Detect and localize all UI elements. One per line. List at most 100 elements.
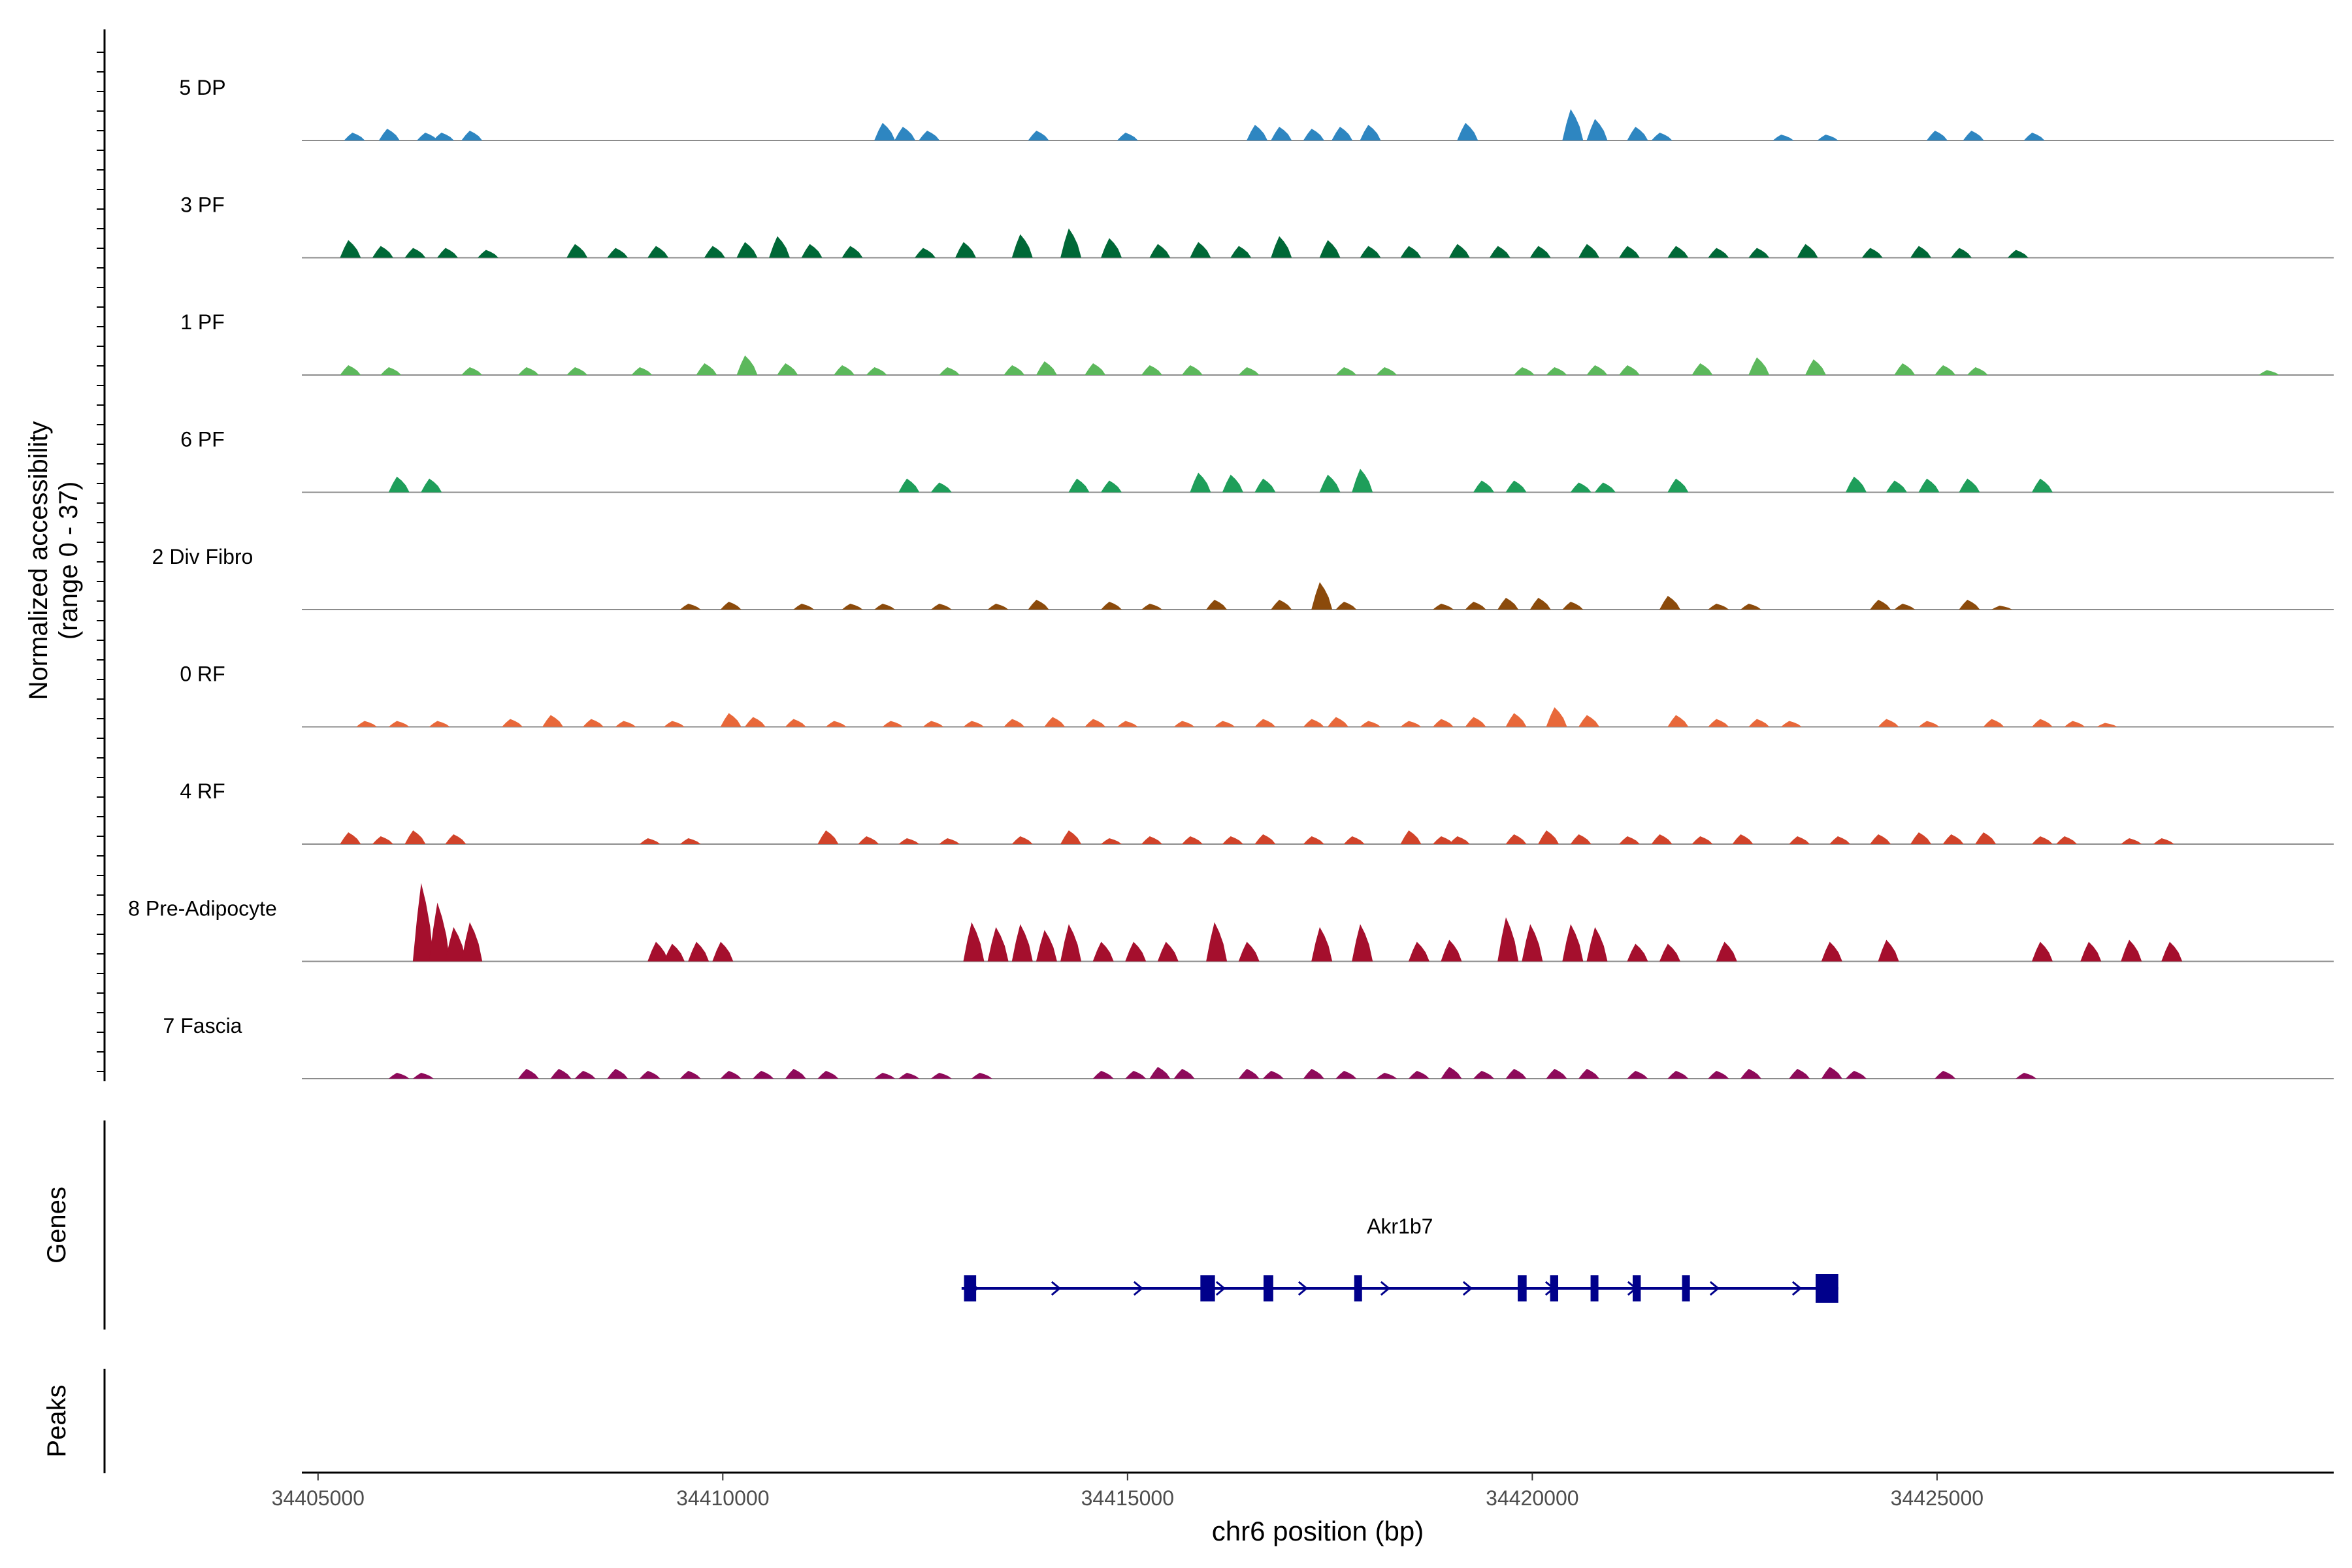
- coverage-peak: [1740, 604, 1761, 610]
- coverage-peak: [817, 1071, 839, 1079]
- track-label: 6 PF: [180, 428, 225, 451]
- track-label: 2 Div Fibro: [152, 545, 253, 568]
- coverage-peak: [1578, 244, 1600, 258]
- track-label: 0 RF: [180, 662, 225, 686]
- coverage-peak: [1748, 248, 1770, 258]
- coverage-peak: [915, 248, 936, 258]
- coverage-peak: [1311, 927, 1333, 962]
- coverage-peak: [704, 246, 725, 258]
- coverage-peak: [1691, 363, 1713, 375]
- coverage-peak: [1570, 834, 1592, 844]
- gene-exon: [1590, 1275, 1599, 1301]
- coverage-peak: [1230, 246, 1252, 258]
- coverage-peak: [404, 248, 426, 258]
- coverage-peak: [1708, 248, 1729, 258]
- coverage-peak: [1101, 480, 1122, 493]
- coverage-peak: [1433, 604, 1454, 610]
- strand-arrow: [1298, 1281, 1309, 1296]
- coverage-peak: [574, 1071, 596, 1079]
- x-tick-label: 34425000: [1891, 1486, 1984, 1510]
- coverage-peak: [2121, 838, 2142, 844]
- coverage-peak: [517, 1069, 539, 1079]
- coverage-peak: [1376, 367, 1397, 375]
- coverage-peak: [963, 721, 985, 727]
- coverage-peak: [1060, 228, 1082, 258]
- coverage-peak: [720, 1071, 742, 1079]
- y-axis-title-line1: Normalized accessibility: [24, 421, 53, 700]
- coverage-peak: [1878, 939, 1899, 962]
- coverage-peak: [817, 830, 839, 844]
- coverage-peak: [1918, 478, 1940, 493]
- coverage-peak: [607, 1069, 629, 1079]
- coverage-peak: [639, 838, 661, 844]
- coverage-peak: [1789, 1069, 1810, 1079]
- coverage-peak: [1505, 713, 1527, 727]
- coverage-peak: [1319, 240, 1341, 258]
- coverage-peak: [858, 836, 879, 844]
- coverage-peak: [874, 1073, 896, 1079]
- track-label: 7 Fascia: [163, 1014, 242, 1037]
- coverage-peak: [744, 717, 766, 727]
- coverage-peak: [421, 478, 442, 493]
- coverage-peak: [1627, 943, 1648, 962]
- coverage-peak: [388, 476, 410, 493]
- y-axis-title-line2: (range 0 - 37): [54, 482, 83, 640]
- coverage-peak: [1125, 1071, 1147, 1079]
- coverage-peak: [1667, 246, 1689, 258]
- coverage-peak: [2258, 370, 2279, 375]
- coverage-peak: [736, 242, 758, 258]
- coverage-peak: [1311, 582, 1333, 610]
- coverage-peak: [2031, 941, 2053, 962]
- coverage-peak: [2023, 133, 2045, 140]
- track-label: 1 PF: [180, 310, 225, 334]
- coverage-peak: [1926, 131, 1948, 140]
- coverage-peak: [2161, 941, 2183, 962]
- coverage-peak: [894, 127, 916, 140]
- coverage-peak: [1335, 1071, 1357, 1079]
- coverage-peak: [429, 721, 450, 727]
- coverage-peak: [882, 721, 904, 727]
- coverage-peak: [663, 943, 685, 962]
- coverage-peak: [1060, 924, 1082, 962]
- coverage-peak: [1360, 125, 1381, 140]
- coverage-peak: [1331, 127, 1353, 140]
- coverage-peak: [679, 1071, 701, 1079]
- peaks-panel-label: Peaks: [42, 1384, 71, 1457]
- coverage-peak: [874, 123, 896, 140]
- coverage-peak: [1708, 604, 1729, 610]
- coverage-peak: [1400, 830, 1422, 844]
- gene-name-label: Akr1b7: [1367, 1215, 1433, 1238]
- coverage-peak: [2097, 723, 2118, 727]
- coverage-peak: [388, 721, 410, 727]
- coverage-peak: [720, 713, 742, 727]
- coverage-peak: [963, 922, 985, 962]
- coverage-peak: [1716, 941, 1737, 962]
- gene-exon: [1518, 1275, 1527, 1301]
- coverage-peak: [1659, 943, 1680, 962]
- coverage-peak: [1732, 834, 1754, 844]
- coverage-peak: [1894, 363, 1916, 375]
- coverage-peak: [834, 365, 855, 375]
- coverage-peak: [1708, 1071, 1729, 1079]
- coverage-peak: [1829, 836, 1851, 844]
- coverage-peak: [688, 941, 710, 962]
- coverage-peak: [1667, 1071, 1689, 1079]
- coverage-peak: [1562, 924, 1584, 962]
- gene-exon: [1263, 1275, 1273, 1301]
- coverage-peak: [1529, 246, 1551, 258]
- coverage-peak: [1546, 1069, 1567, 1079]
- coverage-peak: [736, 355, 758, 375]
- coverage-peak: [1651, 834, 1673, 844]
- coverage-peak: [404, 830, 426, 844]
- coverage-peak: [1546, 707, 1567, 727]
- coverage-peak: [679, 604, 701, 610]
- coverage-peak: [1085, 719, 1106, 727]
- coverage-peak: [631, 367, 653, 375]
- coverage-peak: [955, 242, 977, 258]
- coverage-peak: [696, 363, 717, 375]
- coverage-peak: [1627, 1071, 1648, 1079]
- coverage-peak: [1327, 717, 1348, 727]
- coverage-peak: [1036, 930, 1057, 962]
